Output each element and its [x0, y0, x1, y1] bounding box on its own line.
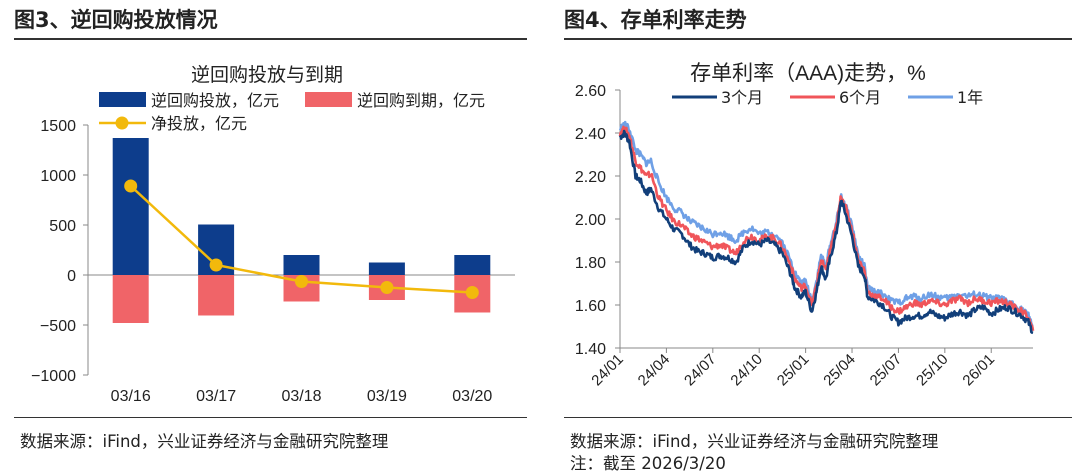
- y-tick-label: −500: [40, 318, 76, 335]
- figure3-marks: [112, 138, 491, 323]
- y-tick-label: 1000: [40, 168, 76, 185]
- y-tick-label: 0: [67, 268, 76, 285]
- x-tick-label: 25/01: [774, 351, 813, 390]
- figure3-axes: −1000 −500 0 500 1000 1500 03/16 03/17 03/18 03/1…: [31, 118, 515, 405]
- legend-label-1y: 1年: [957, 88, 983, 107]
- figure4-heading: 图4、存单利率走势: [564, 8, 747, 32]
- figure4-note: 注：截至 2026/3/20: [570, 454, 726, 473]
- bar-maturity: [198, 275, 235, 316]
- y-tick-label: 2.60: [575, 83, 606, 100]
- legend-label-net: 净投放，亿元: [151, 114, 247, 133]
- net-injection-point: [465, 286, 479, 299]
- figure4-title-part2: AAA)走势，%: [795, 62, 926, 85]
- x-tick-label: 03/17: [196, 388, 236, 405]
- x-tick-label: 03/19: [367, 388, 407, 405]
- legend-label-6m: 6个月: [839, 88, 881, 107]
- figure3-chart-title: 逆回购投放与到期: [191, 64, 343, 86]
- x-tick-label: 03/18: [281, 388, 321, 405]
- figure4-panel: 图4、存单利率走势 存单利率（AAA)走势，% 3个月 6个月 1年 1.40 1.6…: [550, 0, 1080, 474]
- figure4-top-rule: [564, 38, 1072, 40]
- x-tick-label: 03/20: [452, 388, 492, 405]
- x-tick-label: 25/04: [820, 351, 859, 390]
- y-tick-label: 2.00: [575, 212, 606, 229]
- legend-swatch-maturity: [305, 92, 352, 107]
- x-tick-label: 24/07: [681, 351, 720, 390]
- x-tick-label: 03/16: [111, 388, 151, 405]
- series-line-3m: [618, 129, 1034, 335]
- x-tick-label: 25/10: [913, 351, 952, 390]
- net-injection-point: [124, 179, 138, 193]
- y-tick-label: 1.40: [575, 341, 606, 358]
- bar-injection: [283, 255, 320, 275]
- x-tick-label: 24/10: [727, 351, 766, 390]
- figure3-heading: 图3、逆回购投放情况: [14, 8, 218, 32]
- net-injection-point: [209, 258, 223, 272]
- series-line-6m: [618, 125, 1035, 332]
- legend-label-injection: 逆回购投放，亿元: [151, 91, 279, 110]
- legend-swatch-injection: [99, 92, 146, 107]
- figure4-bottom-rule: [564, 417, 1072, 418]
- figure4-chart-title: 存单利率（AAA)走势，%: [690, 61, 926, 85]
- figure4-source: 数据来源：iFind，兴业证券经济与金融研究院整理: [570, 432, 939, 451]
- y-tick-label: 500: [49, 218, 76, 235]
- y-tick-label: −1000: [31, 368, 76, 385]
- figure3-panel: 图3、逆回购投放情况 逆回购投放与到期 逆回购投放，亿元 逆回购到期，亿元净投放，…: [0, 0, 535, 474]
- bar-injection: [368, 262, 405, 275]
- figure3-top-rule: [14, 38, 527, 40]
- legend-label-maturity: 逆回购到期，亿元: [357, 91, 485, 110]
- y-tick-label: 2.40: [575, 126, 606, 143]
- figure3-bottom-rule: [14, 417, 527, 418]
- figure4-chart: 存单利率（AAA)走势，% 3个月 6个月 1年 1.40 1.60 1.80 2.00 2…: [575, 61, 1035, 389]
- figure4-title-part1: 存单利率（: [690, 61, 795, 85]
- net-injection-point: [380, 281, 394, 294]
- bar-injection: [112, 138, 149, 275]
- legend-label-3m: 3个月: [721, 88, 763, 107]
- bar-maturity: [112, 275, 149, 323]
- y-tick-label: 1.80: [575, 255, 606, 272]
- figure4-legend: 3个月 6个月 1年: [672, 88, 983, 107]
- y-tick-label: 2.20: [575, 169, 606, 186]
- bar-injection: [454, 255, 491, 275]
- y-tick-label: 1500: [40, 118, 76, 135]
- net-injection-point: [295, 275, 308, 288]
- y-tick-label: 1.60: [575, 298, 606, 315]
- legend-marker-net: [115, 116, 129, 130]
- x-tick-label: 24/04: [635, 351, 674, 390]
- figure3-source: 数据来源：iFind，兴业证券经济与金融研究院整理: [20, 432, 389, 451]
- x-tick-label: 25/07: [867, 351, 906, 390]
- figure4-lines: [618, 120, 1035, 335]
- x-tick-label: 26/01: [959, 351, 998, 390]
